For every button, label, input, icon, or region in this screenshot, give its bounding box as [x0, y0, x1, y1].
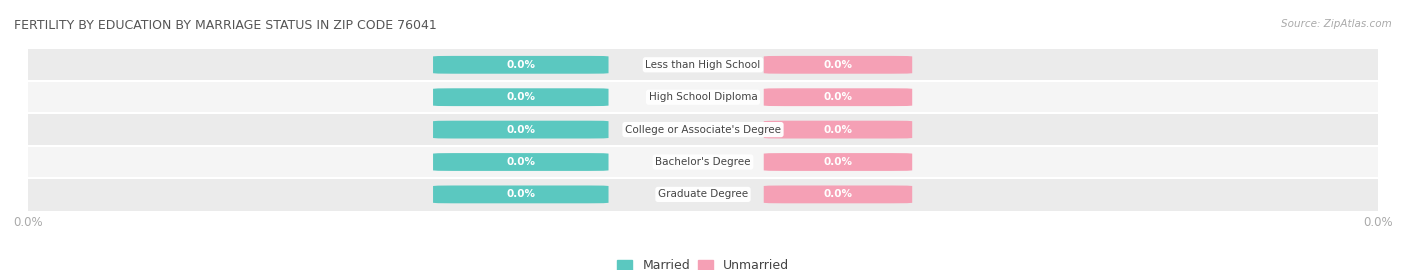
Text: 0.0%: 0.0% [824, 92, 852, 102]
Text: 0.0%: 0.0% [506, 189, 536, 200]
FancyBboxPatch shape [763, 185, 912, 203]
Text: 0.0%: 0.0% [506, 92, 536, 102]
Bar [28, 178, 1378, 211]
Text: Less than High School: Less than High School [645, 60, 761, 70]
Text: 0.0%: 0.0% [506, 157, 536, 167]
Text: FERTILITY BY EDUCATION BY MARRIAGE STATUS IN ZIP CODE 76041: FERTILITY BY EDUCATION BY MARRIAGE STATU… [14, 19, 437, 32]
FancyBboxPatch shape [763, 121, 912, 139]
FancyBboxPatch shape [763, 88, 912, 106]
Bar [28, 113, 1378, 146]
Text: 0.0%: 0.0% [506, 60, 536, 70]
Text: 0.0%: 0.0% [824, 124, 852, 135]
Text: College or Associate's Degree: College or Associate's Degree [626, 124, 780, 135]
FancyBboxPatch shape [433, 121, 609, 139]
FancyBboxPatch shape [433, 153, 609, 171]
Text: Bachelor's Degree: Bachelor's Degree [655, 157, 751, 167]
FancyBboxPatch shape [763, 56, 912, 74]
Legend: Married, Unmarried: Married, Unmarried [612, 254, 794, 270]
Bar [28, 49, 1378, 81]
FancyBboxPatch shape [763, 153, 912, 171]
Text: 0.0%: 0.0% [824, 189, 852, 200]
Text: Source: ZipAtlas.com: Source: ZipAtlas.com [1281, 19, 1392, 29]
Text: 0.0%: 0.0% [824, 157, 852, 167]
Text: Graduate Degree: Graduate Degree [658, 189, 748, 200]
FancyBboxPatch shape [433, 185, 609, 203]
Text: 0.0%: 0.0% [824, 60, 852, 70]
FancyBboxPatch shape [433, 88, 609, 106]
Bar [28, 146, 1378, 178]
Text: 0.0%: 0.0% [506, 124, 536, 135]
Bar [28, 81, 1378, 113]
Text: High School Diploma: High School Diploma [648, 92, 758, 102]
FancyBboxPatch shape [433, 56, 609, 74]
